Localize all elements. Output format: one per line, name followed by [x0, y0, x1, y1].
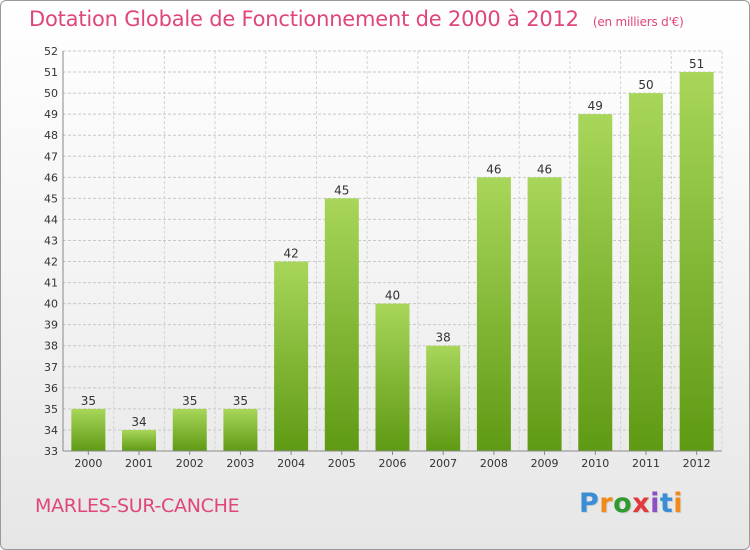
bar-value-label: 46 — [537, 162, 552, 176]
y-tick-label: 49 — [44, 108, 58, 121]
y-tick-label: 44 — [44, 213, 58, 226]
y-tick-label: 35 — [44, 403, 58, 416]
x-tick-label: 2003 — [226, 457, 254, 470]
y-tick-label: 38 — [44, 340, 58, 353]
x-tick-label: 2011 — [632, 457, 660, 470]
commune-name: MARLES-SUR-CANCHE — [35, 495, 240, 517]
logo-letter: i — [673, 488, 684, 519]
bar-value-label: 50 — [638, 78, 653, 92]
x-axis: 2000 2001 2002 2003 2004 2005 2006 2007 2008 2009… — [63, 450, 722, 470]
bar-2006 — [375, 303, 410, 451]
x-tick-label: 2004 — [277, 457, 305, 470]
bar-2007 — [426, 345, 461, 451]
bar-value-label: 51 — [689, 57, 704, 71]
x-tick-label: 2006 — [379, 457, 407, 470]
y-tick-label: 40 — [44, 298, 58, 311]
x-tick-label: 2012 — [683, 457, 711, 470]
logo-letter: t — [659, 488, 674, 519]
y-tick-label: 37 — [44, 361, 58, 374]
chart-title: Dotation Globale de Fonctionnement de 20… — [29, 7, 684, 31]
chart-subtitle: (en milliers d'€) — [592, 15, 684, 29]
y-tick-label: 42 — [44, 256, 58, 269]
bar-2010 — [578, 114, 613, 451]
bar-2003 — [223, 408, 258, 451]
y-tick-label: 34 — [44, 424, 58, 437]
y-tick-label: 47 — [44, 150, 58, 163]
logo-letter: i — [650, 488, 660, 519]
x-tick-label: 2001 — [125, 457, 153, 470]
bar-value-label: 49 — [588, 99, 603, 113]
y-axis: 33 34 35 36 37 38 39 40 41 42 43 44 45 46 47 48 49 50 51 52 — [44, 45, 64, 458]
y-tick-label: 51 — [44, 66, 58, 79]
y-tick-label: 50 — [44, 87, 58, 100]
y-tick-label: 39 — [44, 319, 58, 332]
y-tick-label: 43 — [44, 234, 58, 247]
x-tick-label: 2002 — [176, 457, 204, 470]
y-tick-label: 45 — [44, 192, 58, 205]
x-tick-label: 2007 — [429, 457, 457, 470]
x-tick-label: 2008 — [480, 457, 508, 470]
y-tick-label: 36 — [44, 382, 58, 395]
bar-2002 — [172, 408, 207, 451]
bar-value-label: 35 — [233, 394, 248, 408]
y-tick-label: 48 — [44, 129, 58, 142]
y-tick-label: 33 — [44, 445, 58, 458]
bar-value-label: 40 — [385, 289, 400, 303]
bar-value-label: 45 — [334, 183, 349, 197]
bar-2011 — [628, 93, 663, 452]
x-tick-label: 2000 — [74, 457, 102, 470]
y-tick-label: 41 — [44, 277, 58, 290]
bar-2001 — [122, 429, 157, 451]
bars: 35 34 35 35 42 45 40 38 46 46 49 50 51 — [71, 57, 714, 452]
proxiti-logo[interactable]: Proxiti — [579, 488, 683, 519]
logo-letter: P — [579, 488, 600, 519]
bar-value-label: 46 — [486, 162, 501, 176]
title-text: Dotation Globale de Fonctionnement de 20… — [29, 7, 579, 31]
x-tick-label: 2005 — [328, 457, 356, 470]
y-tick-label: 46 — [44, 171, 58, 184]
bar-value-label: 34 — [131, 415, 146, 429]
bar-2009 — [527, 177, 562, 451]
y-tick-label: 52 — [44, 45, 58, 58]
x-tick-label: 2010 — [581, 457, 609, 470]
logo-letter: x — [632, 488, 651, 519]
bar-value-label: 35 — [81, 394, 96, 408]
bar-value-label: 38 — [436, 331, 451, 345]
bar-2000 — [71, 408, 106, 451]
logo-letter: o — [613, 488, 633, 519]
bar-value-label: 42 — [283, 247, 298, 261]
bar-2008 — [476, 177, 511, 451]
logo-letter: r — [599, 488, 614, 519]
bar-2012 — [679, 72, 714, 451]
x-tick-label: 2009 — [531, 457, 559, 470]
bar-2005 — [324, 198, 359, 451]
bar-2004 — [274, 261, 309, 451]
bar-value-label: 35 — [182, 394, 197, 408]
